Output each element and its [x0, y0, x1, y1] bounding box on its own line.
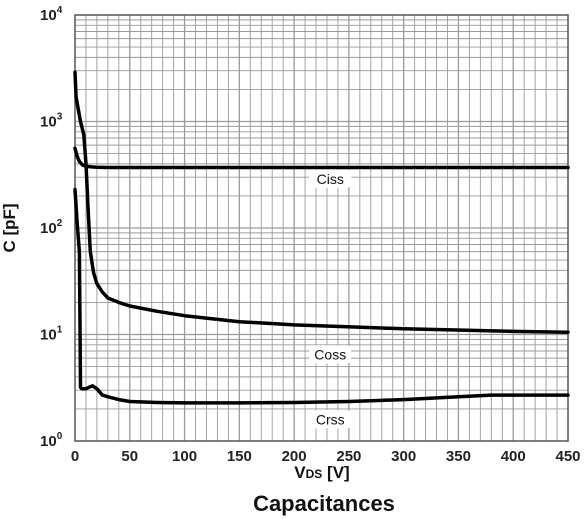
series-labels: Ciss Coss Crss	[309, 169, 352, 429]
x-tick-label: 350	[446, 448, 471, 465]
series-line-crss	[73, 187, 570, 405]
series-label-ciss: Ciss	[317, 171, 344, 187]
x-tick-label: 300	[391, 448, 416, 465]
x-tick-label: 0	[71, 448, 79, 465]
series-label-bg	[309, 345, 352, 364]
series-label-bg	[309, 169, 352, 188]
x-tick-label: 50	[121, 448, 138, 465]
grid	[75, 15, 568, 441]
series-label-bg	[309, 410, 352, 429]
y-tick-labels: 100 101 102 103 104	[40, 5, 63, 450]
x-axis-title-main: V	[294, 463, 306, 482]
y-tick-label: 104	[40, 5, 63, 24]
x-tick-label: 450	[555, 448, 580, 465]
x-axis-title-subscript: DS	[306, 467, 323, 481]
x-tick-labels: 0 50 100 150 200 250 300 350 400 450	[71, 448, 581, 465]
x-axis-title: VDS [V]	[294, 463, 349, 482]
plot-frame	[74, 14, 569, 442]
y-axis-title: C [pF]	[0, 203, 19, 252]
series-line-coss	[73, 70, 570, 334]
series-group	[73, 70, 570, 405]
y-tick-label: 102	[40, 218, 63, 237]
x-tick-label: 200	[282, 448, 307, 465]
y-tick-label: 103	[40, 112, 63, 131]
x-tick-label: 400	[501, 448, 526, 465]
x-axis-title-unit: [V]	[322, 463, 349, 482]
y-tick-label: 100	[40, 431, 63, 450]
x-tick-label: 250	[336, 448, 361, 465]
series-label-crss: Crss	[316, 411, 345, 427]
y-tick-label: 101	[40, 325, 63, 344]
chart-title: Capacitances	[253, 491, 395, 516]
series-line-ciss	[73, 146, 570, 170]
x-tick-label: 100	[172, 448, 197, 465]
x-tick-label: 150	[227, 448, 252, 465]
series-label-coss: Coss	[314, 346, 346, 362]
